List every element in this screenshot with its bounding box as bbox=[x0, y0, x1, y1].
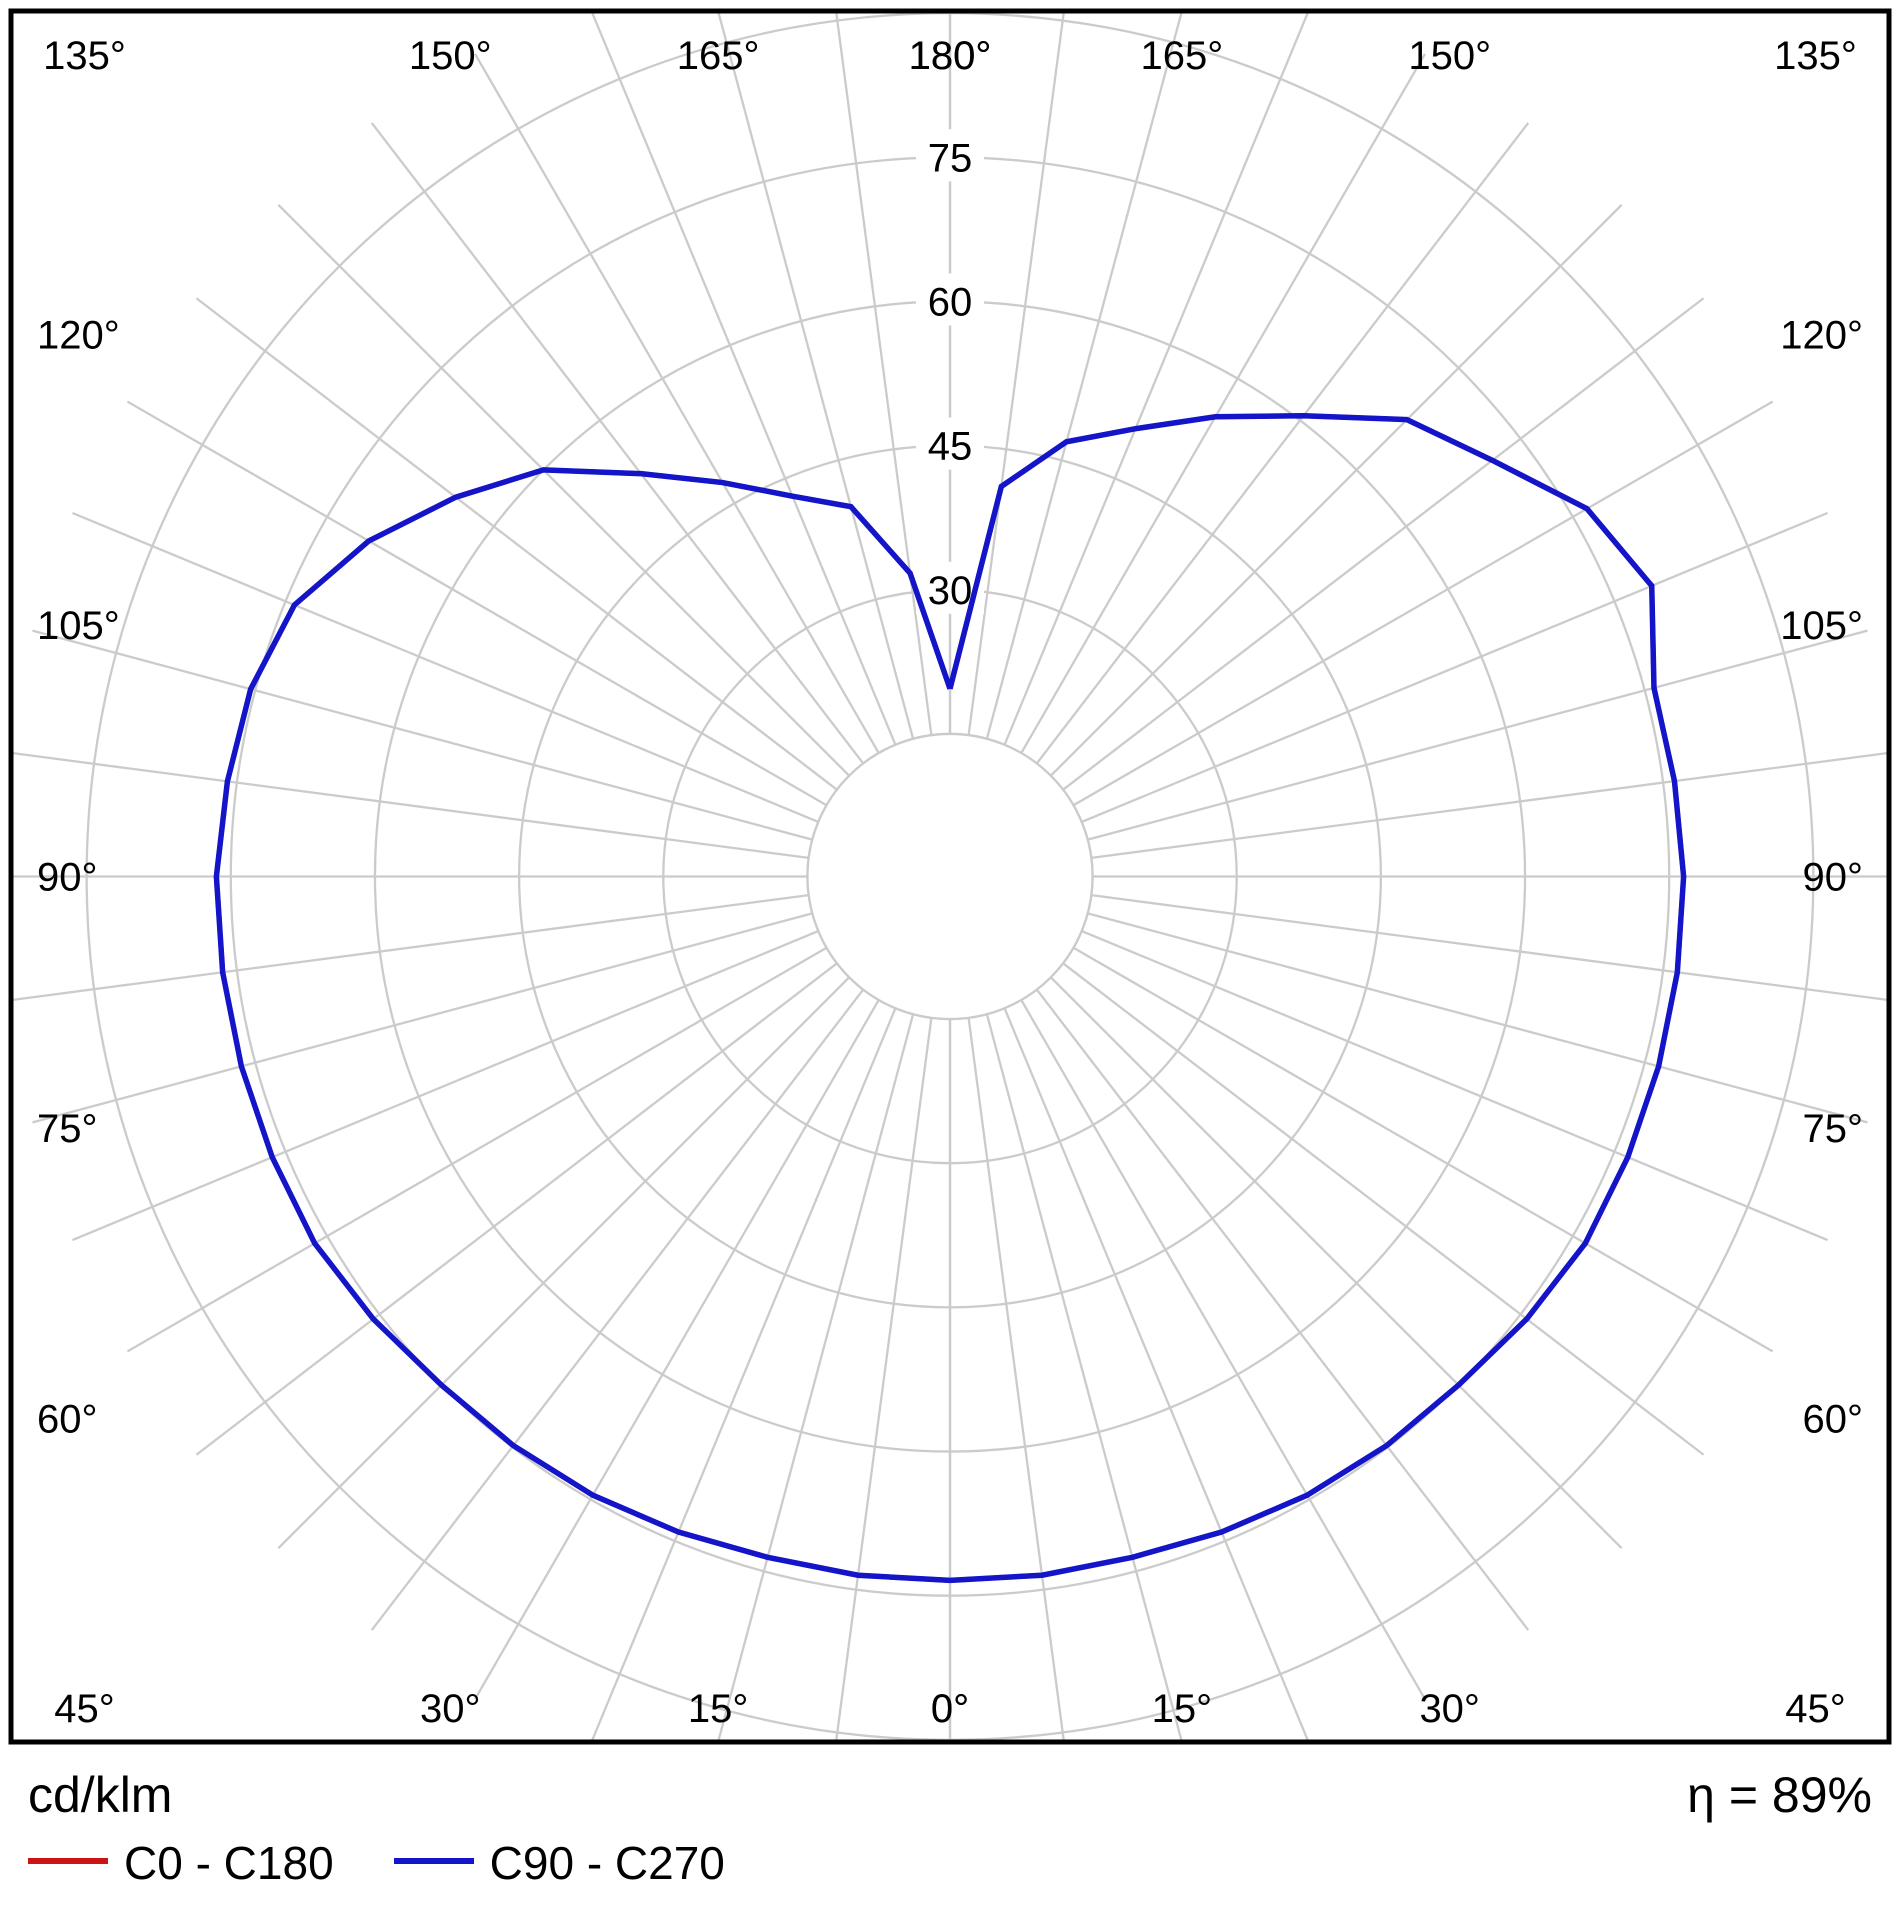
svg-text:15°: 15° bbox=[1152, 1687, 1213, 1731]
svg-text:60°: 60° bbox=[37, 1398, 98, 1442]
svg-text:0°: 0° bbox=[931, 1687, 969, 1731]
svg-text:105°: 105° bbox=[1780, 604, 1863, 648]
svg-text:75°: 75° bbox=[37, 1107, 98, 1151]
svg-text:120°: 120° bbox=[1780, 313, 1863, 357]
svg-text:45°: 45° bbox=[1785, 1687, 1846, 1731]
svg-text:180°: 180° bbox=[909, 34, 992, 78]
svg-text:150°: 150° bbox=[1408, 34, 1491, 78]
svg-text:90°: 90° bbox=[1803, 856, 1864, 900]
svg-text:135°: 135° bbox=[43, 34, 126, 78]
svg-text:105°: 105° bbox=[37, 604, 120, 648]
svg-text:60: 60 bbox=[928, 281, 973, 325]
svg-text:60°: 60° bbox=[1803, 1398, 1864, 1442]
svg-text:150°: 150° bbox=[409, 34, 492, 78]
svg-text:30°: 30° bbox=[1419, 1687, 1480, 1731]
svg-text:120°: 120° bbox=[37, 313, 120, 357]
svg-text:30: 30 bbox=[928, 569, 973, 613]
svg-text:75°: 75° bbox=[1803, 1107, 1864, 1151]
svg-text:45°: 45° bbox=[54, 1687, 115, 1731]
svg-text:45: 45 bbox=[928, 425, 973, 469]
svg-text:75: 75 bbox=[928, 136, 973, 180]
svg-text:135°: 135° bbox=[1774, 34, 1857, 78]
svg-text:90°: 90° bbox=[37, 856, 98, 900]
svg-text:165°: 165° bbox=[677, 34, 760, 78]
svg-text:165°: 165° bbox=[1141, 34, 1224, 78]
svg-text:15°: 15° bbox=[688, 1687, 749, 1731]
svg-text:30°: 30° bbox=[420, 1687, 481, 1731]
